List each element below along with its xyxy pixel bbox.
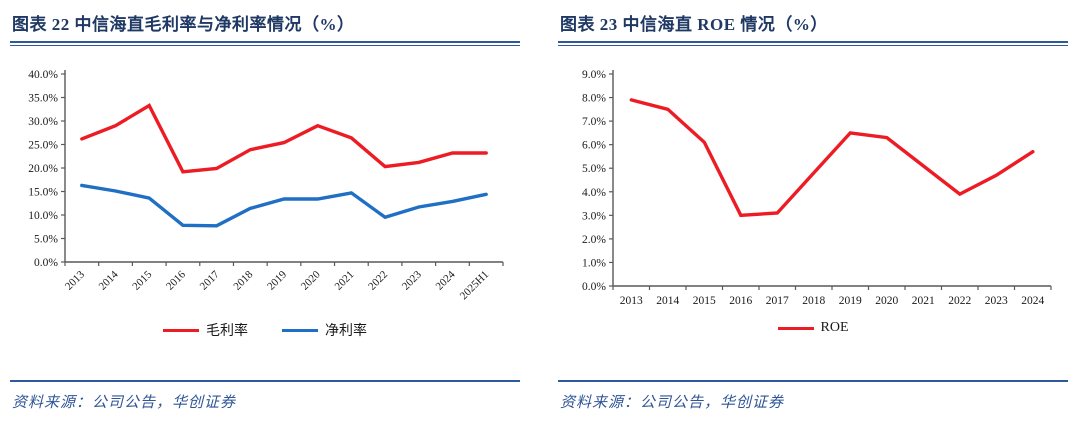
y-tick-label: 25.0% bbox=[28, 140, 58, 152]
y-tick-label: 3.0% bbox=[582, 210, 606, 222]
source-note: 资料来源：公司公告，华创证券 bbox=[12, 395, 237, 411]
margin-chart-area: 0.0% 5.0% 10.0% 15.0% 20.0% 25.0% 30.0% 35.0% 40… bbox=[10, 62, 520, 314]
legend-swatch-gross-margin bbox=[163, 328, 199, 332]
y-tick-label: 20.0% bbox=[28, 163, 58, 175]
figure-22-title: 图表 22 中信海直毛利率与净利率情况（%） bbox=[12, 15, 355, 34]
x-tick-label: 2016 bbox=[729, 295, 752, 307]
figure-23-title: 图表 23 中信海直 ROE 情况（%） bbox=[560, 15, 828, 34]
x-tick-label: 2024 bbox=[434, 268, 458, 292]
line-chart-margins: 0.0% 5.0% 10.0% 15.0% 20.0% 25.0% 30.0% 35.0% 40… bbox=[28, 69, 504, 303]
x-tick-label: 2015 bbox=[693, 295, 716, 307]
legend-item-gross-margin: 毛利率 bbox=[163, 320, 248, 340]
series-line-0 bbox=[629, 98, 1035, 218]
y-tick-label: 0.0% bbox=[34, 257, 58, 269]
x-tick-label: 2019 bbox=[839, 295, 862, 307]
x-tick-label: 2020 bbox=[875, 295, 898, 307]
x-tick-label: 2022 bbox=[366, 269, 390, 293]
y-tick-label: 0.0% bbox=[582, 281, 606, 293]
series-line-1 bbox=[80, 183, 488, 228]
source-note: 资料来源：公司公告，华创证券 bbox=[560, 395, 785, 411]
series-line-0 bbox=[80, 103, 488, 174]
x-tick-label: 2018 bbox=[802, 295, 825, 307]
y-tick-label: 6.0% bbox=[582, 140, 606, 152]
y-tick-label: 30.0% bbox=[28, 116, 58, 128]
panel-margin-chart: 图表 22 中信海直毛利率与净利率情况（%） 0.0% 5.0% 10.0% 15.0… bbox=[10, 8, 520, 422]
y-tick-label: 15.0% bbox=[28, 187, 58, 199]
x-tick-label: 2021 bbox=[912, 295, 935, 307]
x-tick-label: 2013 bbox=[63, 268, 87, 292]
legend-label-gross-margin: 毛利率 bbox=[206, 324, 248, 339]
line-chart-roe: 0.0% 1.0% 2.0% 3.0% 4.0% 5.0% 6.0% 7.0% 8.0% 9.0%… bbox=[582, 69, 1052, 307]
x-tick-label: 2014 bbox=[97, 268, 121, 292]
y-tick-label: 1.0% bbox=[582, 257, 606, 269]
y-tick-label: 10.0% bbox=[28, 210, 58, 222]
x-tick-label: 2023 bbox=[400, 268, 424, 292]
x-tick-label: 2013 bbox=[620, 295, 643, 307]
figure-22-footer: 资料来源：公司公告，华创证券 bbox=[10, 380, 520, 422]
y-tick-label: 7.0% bbox=[582, 116, 606, 128]
x-tick-label: 2025H1 bbox=[458, 269, 492, 303]
x-tick-label: 2018 bbox=[231, 268, 255, 292]
x-tick-label: 2014 bbox=[656, 295, 679, 307]
roe-chart-area: 0.0% 1.0% 2.0% 3.0% 4.0% 5.0% 6.0% 7.0% 8.0% 9.0%… bbox=[558, 62, 1068, 314]
y-tick-label: 2.0% bbox=[582, 234, 606, 246]
figure-23-footer: 资料来源：公司公告，华创证券 bbox=[558, 380, 1068, 422]
y-tick-label: 40.0% bbox=[28, 69, 58, 81]
x-tick-label: 2016 bbox=[164, 268, 188, 292]
x-tick-label: 2020 bbox=[299, 268, 323, 292]
y-tick-label: 5.0% bbox=[34, 234, 58, 246]
y-tick-label: 8.0% bbox=[582, 93, 606, 105]
footer-rule bbox=[558, 380, 1068, 382]
x-tick-label: 2019 bbox=[265, 268, 289, 292]
x-tick-label: 2017 bbox=[766, 295, 789, 307]
legend-margins: 毛利率 净利率 bbox=[10, 320, 520, 340]
legend-item-roe: ROE bbox=[777, 320, 849, 336]
y-tick-label: 35.0% bbox=[28, 93, 58, 105]
x-tick-label: 2017 bbox=[198, 268, 222, 292]
x-tick-label: 2024 bbox=[1021, 295, 1044, 307]
legend-roe: ROE bbox=[558, 320, 1068, 336]
panel-roe-chart: 图表 23 中信海直 ROE 情况（%） 0.0% 1.0% 2.0% 3.0% 4.0… bbox=[558, 8, 1068, 422]
x-tick-label: 2015 bbox=[130, 268, 154, 292]
y-tick-label: 4.0% bbox=[582, 187, 606, 199]
legend-swatch-roe bbox=[777, 326, 814, 330]
y-tick-label: 9.0% bbox=[582, 69, 606, 81]
legend-label-roe: ROE bbox=[820, 320, 849, 335]
y-tick-label: 5.0% bbox=[582, 163, 606, 175]
legend-item-net-margin: 净利率 bbox=[282, 320, 367, 340]
title-underline bbox=[558, 41, 1068, 46]
x-tick-label: 2023 bbox=[985, 295, 1008, 307]
x-tick-label: 2022 bbox=[948, 295, 971, 307]
x-tick-label: 2021 bbox=[332, 269, 356, 293]
title-underline bbox=[10, 41, 520, 46]
legend-label-net-margin: 净利率 bbox=[325, 324, 367, 339]
footer-rule bbox=[10, 380, 520, 382]
legend-swatch-net-margin bbox=[282, 328, 318, 332]
